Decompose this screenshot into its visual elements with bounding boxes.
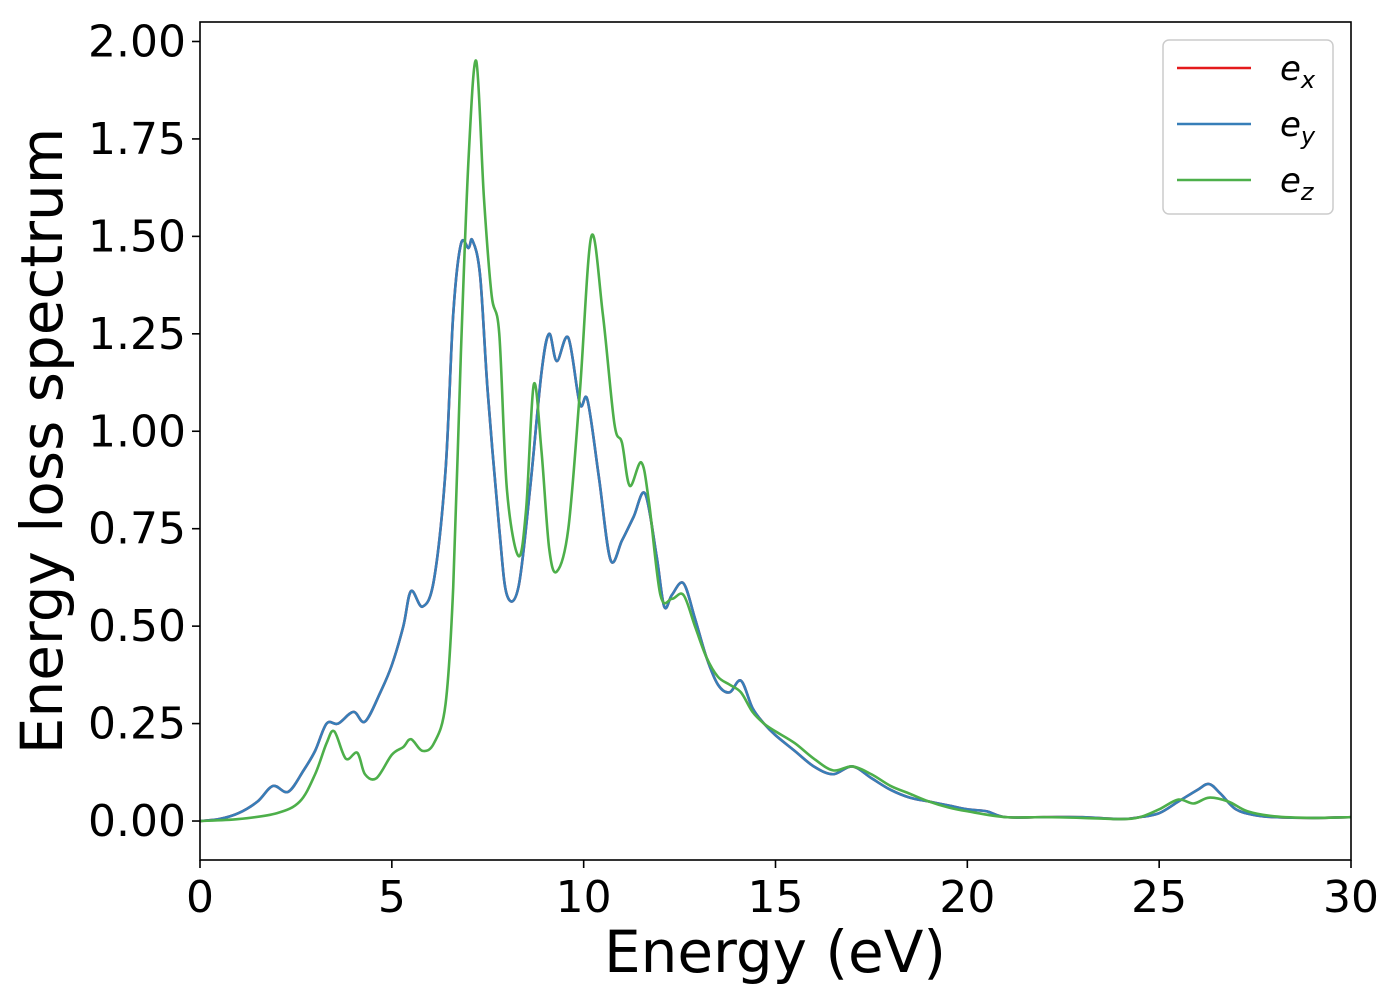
y-tick-label: 0.50: [88, 601, 186, 652]
y-axis-ticks: 0.00 0.25 0.50 0.75 1.00 1.25 1.50 1.75 2.00: [88, 16, 200, 847]
legend: ex ey ez: [1162, 39, 1334, 215]
y-tick-label: 1.50: [88, 211, 186, 262]
legend-label-x: ex: [1280, 49, 1316, 94]
y-tick-label: 1.00: [88, 406, 186, 457]
legend-box: [1162, 39, 1334, 215]
x-tick-label: 0: [186, 872, 214, 923]
x-tick-label: 30: [1323, 872, 1379, 923]
legend-items: ex ey ez: [1177, 49, 1316, 206]
x-tick-label: 25: [1131, 872, 1187, 923]
legend-label-y: ey: [1280, 105, 1316, 150]
x-tick-label: 20: [939, 872, 995, 923]
x-axis-label: Energy (eV): [604, 918, 946, 986]
x-tick-label: 10: [556, 872, 612, 923]
legend-label-z: ez: [1280, 161, 1315, 206]
series-line-e-z: [199, 59, 1352, 823]
x-tick-label: 15: [748, 872, 804, 923]
y-tick-label: 1.75: [88, 114, 186, 165]
y-tick-label: 2.00: [88, 16, 186, 67]
series-layer: [199, 59, 1352, 823]
y-axis-label: Energy loss spectrum: [8, 128, 76, 754]
x-tick-label: 5: [378, 872, 406, 923]
y-tick-label: 1.25: [88, 309, 186, 360]
y-tick-label: 0.00: [88, 796, 186, 847]
y-tick-label: 0.75: [88, 504, 186, 555]
x-axis-ticks: 0 5 10 15 20 25 30: [186, 860, 1379, 923]
y-tick-label: 0.25: [88, 699, 186, 750]
